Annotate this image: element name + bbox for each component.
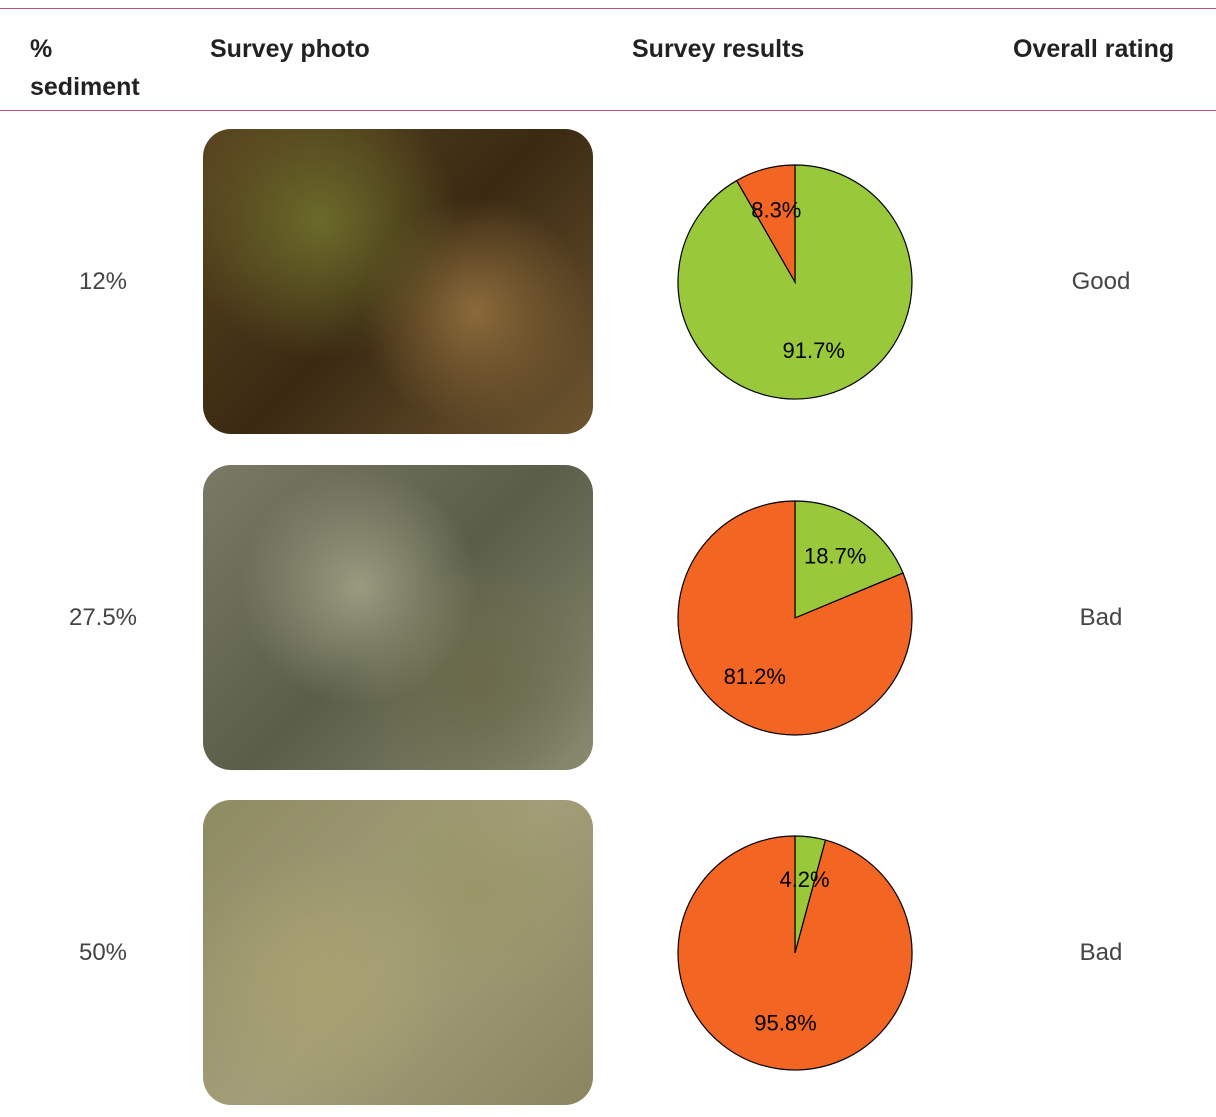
column-header: Survey photo: [210, 35, 370, 63]
slice-label: 4.2%: [779, 867, 829, 892]
slice-label: 91.7%: [783, 338, 845, 363]
rating-cell: Good: [1071, 268, 1131, 295]
survey-photo: [203, 800, 593, 1105]
slice-label: 8.3%: [751, 198, 801, 223]
pie-slice: [794, 500, 904, 619]
header-rule: [0, 8, 1216, 9]
column-header: % sediment: [30, 35, 140, 101]
survey-photo: [203, 465, 593, 770]
slice-label: 95.8%: [754, 1011, 816, 1036]
pie-slice: [735, 164, 796, 285]
slice-label: 81.2%: [724, 664, 786, 689]
rating-cell: Bad: [1079, 604, 1123, 631]
survey-photo: [203, 129, 593, 434]
slice-label: 18.7%: [804, 543, 866, 568]
column-header: Survey results: [632, 35, 805, 63]
header-rule: [0, 110, 1216, 111]
pie-slice: [677, 500, 913, 736]
sediment-cell: 50%: [78, 939, 128, 966]
sediment-cell: 12%: [78, 268, 128, 295]
sediment-cell: 27.5%: [68, 604, 138, 631]
pie-slice: [677, 835, 913, 1071]
column-header: Overall rating: [1013, 35, 1175, 63]
rating-cell: Bad: [1079, 939, 1123, 966]
